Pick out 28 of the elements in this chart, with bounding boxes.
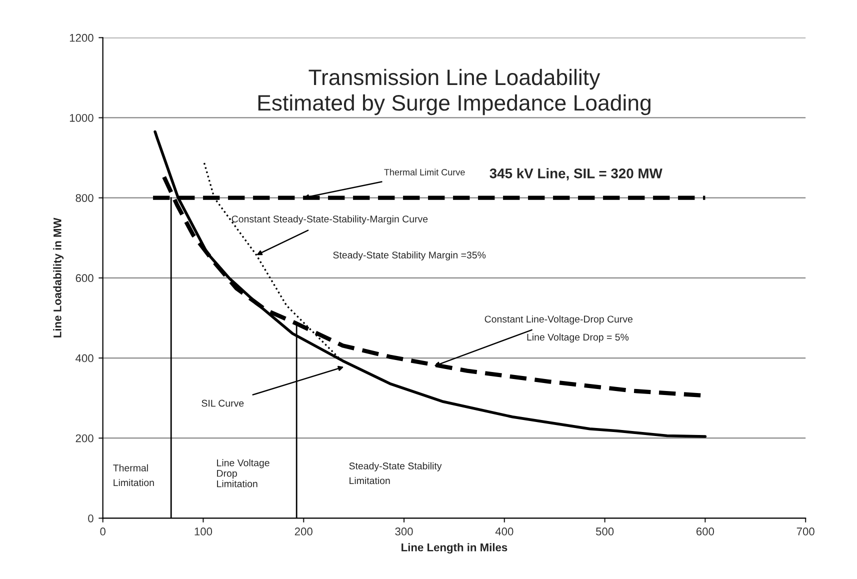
annotation: Steady-State Stability Limitation (349, 462, 442, 484)
y-tick-label: 0 (88, 514, 94, 522)
y-tick-label: 800 (76, 194, 94, 202)
x-tick-label: 600 (696, 528, 714, 536)
x-tick-label: 100 (194, 528, 212, 536)
annotation: Line Voltage Drop Limitation (217, 459, 270, 488)
y-tick-label: 400 (76, 354, 94, 362)
annotation: Thermal Limit Curve (384, 168, 465, 176)
y-axis-title: Line Loadability in MW (53, 218, 64, 338)
annotation: 345 kV Line, SIL = 320 MW (490, 168, 662, 180)
annotation: Line Voltage Drop = 5% (527, 333, 629, 343)
x-tick-label: 400 (495, 528, 514, 536)
x-tick-label: 500 (596, 528, 614, 536)
x-tick-label: 0 (100, 528, 106, 536)
y-tick-label: 1000 (70, 114, 94, 122)
annotation: Steady-State Stability Margin =35% (333, 251, 486, 260)
annotation: SIL Curve (202, 400, 244, 407)
x-tick-label: 700 (796, 528, 814, 536)
x-axis-title: Line Length in Miles (402, 543, 508, 554)
x-tick-label: 200 (294, 528, 312, 536)
y-tick-label: 1200 (70, 34, 94, 42)
annotation: Constant Steady-State-Stability-Margin Curve (232, 215, 428, 224)
annotation: Constant Line-Voltage-Drop Curve (484, 315, 633, 324)
text: Transmission Line Loadability Estimated by Surge Impedance Loading (258, 68, 650, 116)
y-tick-label: 600 (76, 274, 94, 282)
y-tick-label: 200 (76, 434, 94, 442)
annotation: Thermal Limitation (113, 464, 154, 486)
x-tick-label: 300 (395, 528, 413, 536)
